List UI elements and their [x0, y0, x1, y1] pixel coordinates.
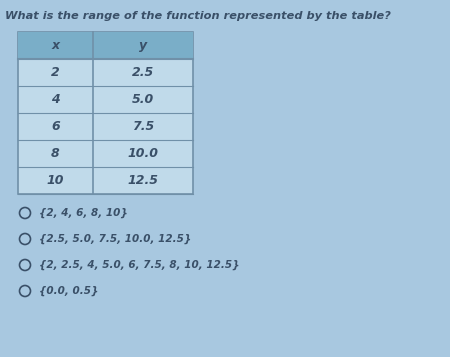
Text: 2.5: 2.5 [132, 66, 154, 79]
Text: 5.0: 5.0 [132, 93, 154, 106]
Text: {0.0, 0.5}: {0.0, 0.5} [39, 286, 99, 296]
Text: {2.5, 5.0, 7.5, 10.0, 12.5}: {2.5, 5.0, 7.5, 10.0, 12.5} [39, 234, 191, 244]
Text: {2, 4, 6, 8, 10}: {2, 4, 6, 8, 10} [39, 208, 128, 218]
Text: 8: 8 [51, 147, 60, 160]
Text: 10.0: 10.0 [127, 147, 158, 160]
Text: y: y [139, 39, 147, 52]
Text: {2, 2.5, 4, 5.0, 6, 7.5, 8, 10, 12.5}: {2, 2.5, 4, 5.0, 6, 7.5, 8, 10, 12.5} [39, 260, 239, 270]
Text: 6: 6 [51, 120, 60, 133]
Text: 12.5: 12.5 [127, 174, 158, 187]
Text: x: x [51, 39, 59, 52]
FancyBboxPatch shape [18, 32, 193, 194]
Text: 2: 2 [51, 66, 60, 79]
Text: What is the range of the function represented by the table?: What is the range of the function repres… [5, 11, 391, 21]
Text: 10: 10 [47, 174, 64, 187]
Text: 4: 4 [51, 93, 60, 106]
FancyBboxPatch shape [18, 32, 193, 59]
Text: 7.5: 7.5 [132, 120, 154, 133]
